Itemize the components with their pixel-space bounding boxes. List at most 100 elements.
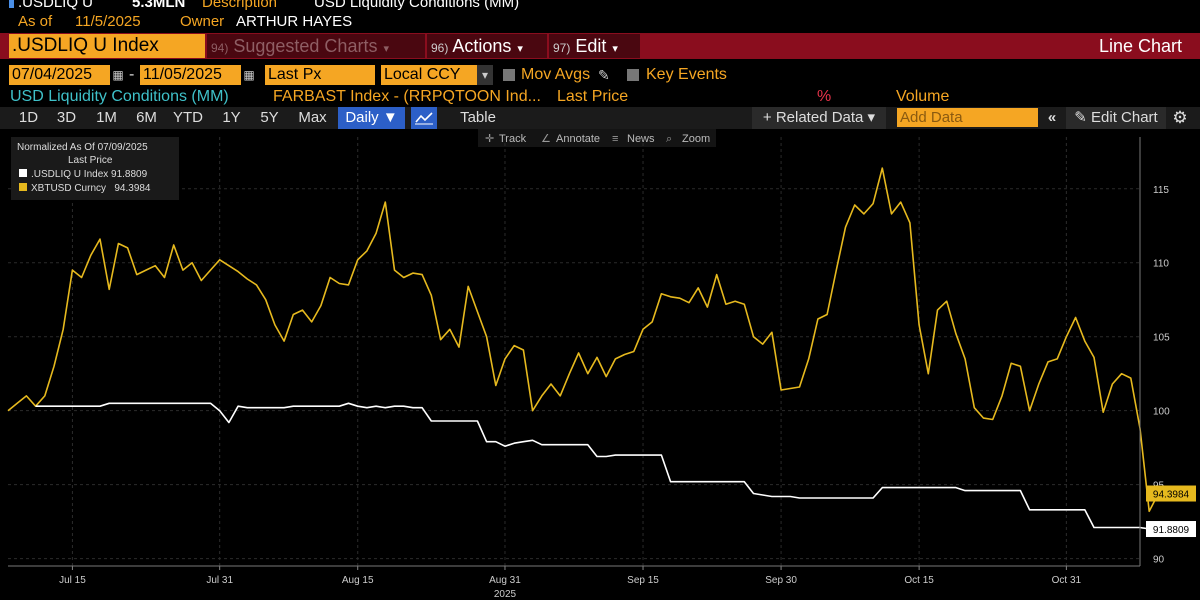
pencil-icon[interactable]: ✎ <box>598 67 610 83</box>
chevron-down-icon: ▾ <box>612 43 618 55</box>
chart-title-row: USD Liquidity Conditions (MM) FARBAST In… <box>0 87 1200 107</box>
owner-name: ARTHUR HAYES <box>236 13 353 30</box>
frequency-select[interactable]: Daily ▼ <box>338 107 405 129</box>
collapse-icon[interactable]: « <box>1047 109 1057 126</box>
chart-grid <box>8 137 1140 566</box>
x-tick-label: Aug 15 <box>342 575 374 586</box>
edit-chart-button[interactable]: ✎ Edit Chart <box>1066 107 1166 129</box>
range-1m-button[interactable]: 1M <box>96 109 117 126</box>
actions-menu[interactable]: 96) Actions ▾ <box>427 34 547 58</box>
chart-tools: ✛ Track ∠ Annotate ≡ News ⌕ Zoom <box>478 129 716 147</box>
calendar-icon[interactable]: ▦ <box>112 68 124 82</box>
end-date-input[interactable]: 11/05/2025 <box>140 65 241 85</box>
x-tick-label: Oct 15 <box>904 575 934 586</box>
range-1y-button[interactable]: 1Y <box>222 109 241 126</box>
key-events-checkbox[interactable] <box>627 69 639 81</box>
key-events-label: Key Events <box>646 66 727 83</box>
range-1d-button[interactable]: 1D <box>18 109 39 126</box>
chart-title: USD Liquidity Conditions (MM) <box>10 88 229 105</box>
as-of-label: As of <box>18 13 53 30</box>
last-value-label-xbtusd-bg <box>1146 485 1196 502</box>
line-chart: ✛ Track ∠ Annotate ≡ News ⌕ Zoom 9095100… <box>7 129 1196 600</box>
legend-title: Normalized As Of 07/09/2025 <box>17 142 148 153</box>
settings-row: 07/04/2025 ▦ - 11/05/2025 ▦ Last Px Loca… <box>0 65 1200 87</box>
zoom-tool[interactable]: Zoom <box>682 133 710 145</box>
range-6m-button[interactable]: 6M <box>136 109 157 126</box>
calendar-icon[interactable]: ▦ <box>243 68 255 82</box>
suggested-charts-number: 94) <box>211 41 229 55</box>
edit-number: 97) <box>553 41 571 55</box>
chart-mode-title: Line Chart <box>1098 36 1182 56</box>
suggested-charts-label: Suggested Charts <box>233 36 378 56</box>
chevron-down-icon[interactable]: ▾ <box>477 65 493 85</box>
actions-label: Actions <box>452 36 512 56</box>
last-value-label-xbtusd: 94.3984 <box>1153 490 1190 501</box>
related-data-button[interactable]: + Related Data ▾ <box>752 107 886 129</box>
edit-label: Edit <box>575 36 607 56</box>
x-tick-label: Jul 15 <box>59 575 86 586</box>
series-line-xbtusd <box>7 167 1160 513</box>
table-button[interactable]: Table <box>460 109 496 126</box>
chart-toolbar: 1D 3D 1M 6M YTD 1Y 5Y Max Daily ▼ Table … <box>0 107 1200 129</box>
pencil-icon: ✎ <box>1074 109 1087 126</box>
legend-item-xbt: XBTUSD Curncy 94.3984 <box>31 183 151 194</box>
as-of-date: 11/5/2025 <box>75 13 141 30</box>
header-size: 5.3MLN <box>132 0 186 11</box>
track-tool[interactable]: Track <box>499 133 527 145</box>
percent-label: % <box>817 88 832 105</box>
track-icon[interactable]: ✛ <box>485 133 494 145</box>
header-marker <box>9 0 14 8</box>
range-3d-button[interactable]: 3D <box>56 109 77 126</box>
legend-swatch-xbt <box>19 183 27 191</box>
legend-item-usdliq: .USDLIQ U Index 91.8809 <box>31 169 148 180</box>
zoom-icon[interactable]: ⌕ <box>666 133 672 145</box>
range-max-button[interactable]: Max <box>298 109 327 126</box>
x-tick-label: Oct 31 <box>1052 575 1082 586</box>
chart-subtitle: FARBAST Index - (RRPQTOON Ind... <box>273 88 541 105</box>
x-tick-label: Aug 31 <box>489 575 521 586</box>
annotate-icon[interactable]: ∠ <box>541 133 551 145</box>
news-icon[interactable]: ≡ <box>612 133 618 145</box>
y-tick-label: 90 <box>1153 555 1165 566</box>
last-value-label-usdliq-bg <box>1146 521 1196 538</box>
actions-number: 96) <box>431 41 449 55</box>
x-tick-label: Jul 31 <box>206 575 233 586</box>
legend-subtitle: Last Price <box>68 155 113 166</box>
header-ticker: .USDLIQ U <box>18 0 94 11</box>
start-date-input[interactable]: 07/04/2025 <box>9 65 110 85</box>
chevron-down-icon: ▾ <box>517 43 523 55</box>
y-tick-label: 100 <box>1153 407 1170 418</box>
mov-avgs-label: Mov Avgs <box>521 66 591 83</box>
chart-area[interactable]: ✛ Track ∠ Annotate ≡ News ⌕ Zoom 9095100… <box>0 129 1200 600</box>
news-tool[interactable]: News <box>627 133 655 145</box>
ticker-input[interactable]: .USDLIQ U Index <box>9 34 205 58</box>
y-tick-label: 115 <box>1153 185 1169 196</box>
mov-avgs-checkbox[interactable] <box>503 69 515 81</box>
add-data-input[interactable]: Add Data <box>897 108 1038 127</box>
suggested-charts-menu[interactable]: 94) Suggested Charts ▾ <box>207 34 425 58</box>
range-ytd-button[interactable]: YTD <box>173 109 203 126</box>
chart-series <box>7 167 1160 530</box>
volume-label: Volume <box>896 88 950 105</box>
series-line-usdliq <box>35 402 1150 530</box>
range-5y-button[interactable]: 5Y <box>260 109 279 126</box>
edit-menu[interactable]: 97) Edit ▾ <box>549 34 640 58</box>
y-tick-label: 110 <box>1153 259 1169 270</box>
gear-icon[interactable]: ⚙ <box>1172 108 1188 127</box>
x-axis-year-label: 2025 <box>494 589 517 600</box>
currency-select[interactable]: Local CCY <box>381 65 477 85</box>
x-tick-label: Sep 15 <box>627 575 659 586</box>
security-subheader: As of 11/5/2025 Owner ARTHUR HAYES <box>0 13 1200 33</box>
edit-chart-label: Edit Chart <box>1091 109 1158 126</box>
line-chart-icon[interactable] <box>411 107 437 129</box>
chevron-down-icon: ▾ <box>383 43 389 55</box>
annotate-tool[interactable]: Annotate <box>556 133 600 145</box>
legend-swatch-usdliq <box>19 169 27 177</box>
last-value-label-usdliq: 91.8809 <box>1153 525 1190 536</box>
header-description: USD Liquidity Conditions (MM) <box>314 0 520 11</box>
y-tick-label: 105 <box>1153 333 1170 344</box>
chart-legend: Normalized As Of 07/09/2025 Last Price .… <box>11 137 179 200</box>
owner-label: Owner <box>180 13 225 30</box>
price-field-select[interactable]: Last Px <box>265 65 375 85</box>
